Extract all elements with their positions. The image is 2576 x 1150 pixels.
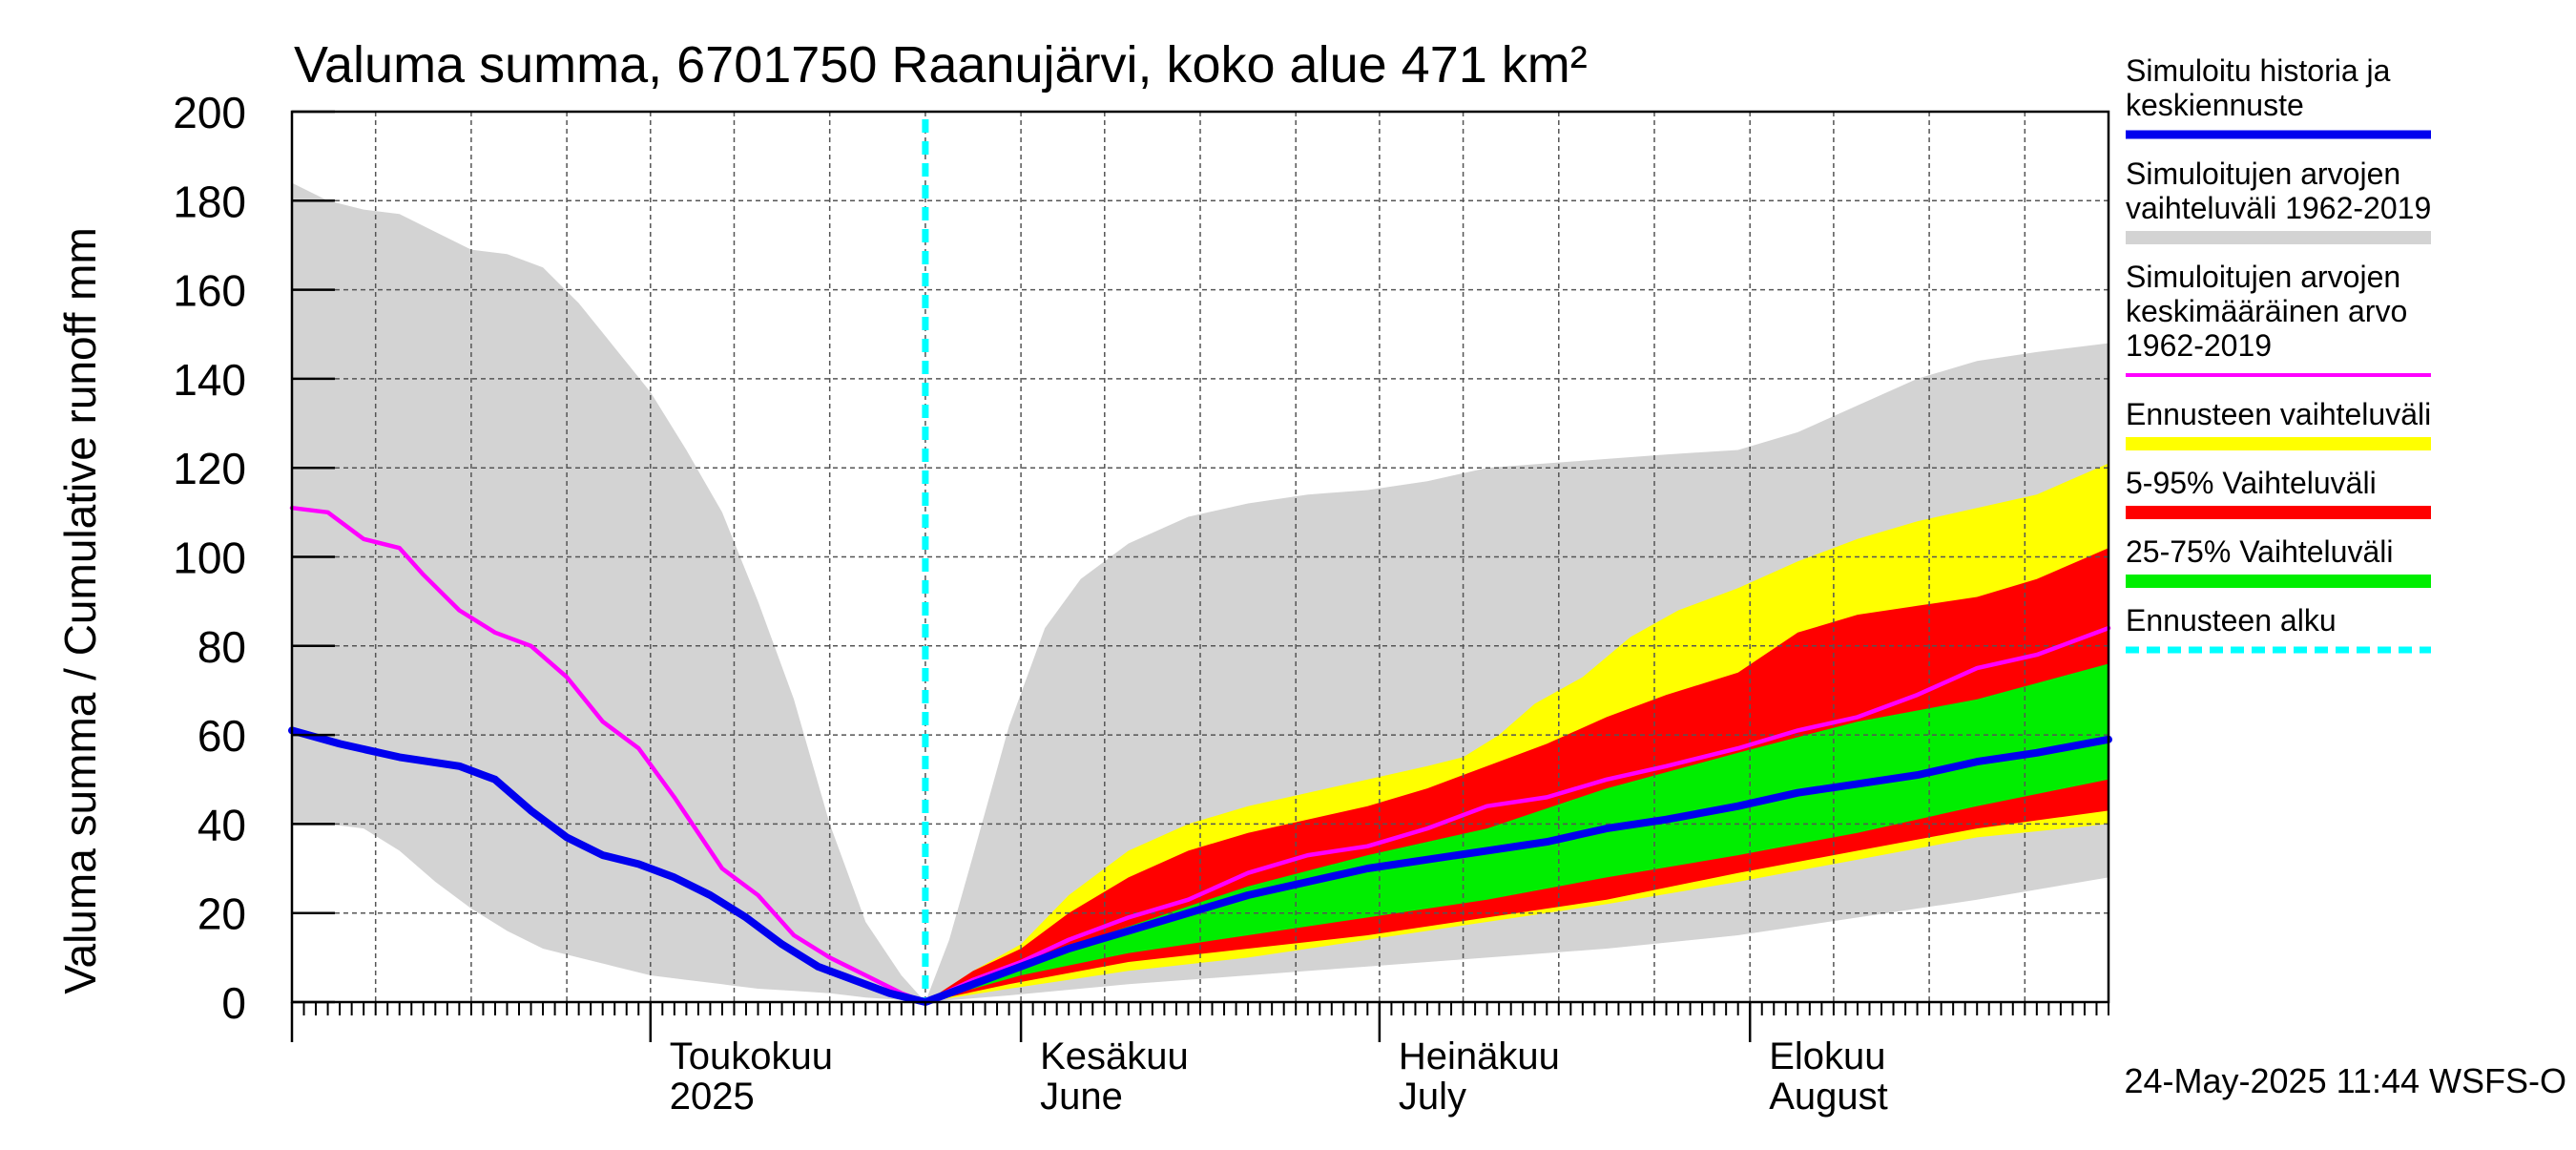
y-tick-label: 120 bbox=[173, 444, 246, 493]
y-tick-label: 60 bbox=[197, 711, 246, 761]
legend-label-6: Ennusteen alku bbox=[2126, 603, 2337, 638]
legend-label-2: 1962-2019 bbox=[2126, 328, 2272, 363]
series-layer bbox=[288, 119, 2112, 1006]
legend-label-1: Simuloitujen arvojen bbox=[2126, 157, 2400, 191]
x-month-sublabel: July bbox=[1399, 1076, 1466, 1118]
legend-label-2: keskimääräinen arvo bbox=[2126, 294, 2407, 328]
band-2 bbox=[924, 548, 2109, 1002]
band-3 bbox=[924, 663, 2109, 1002]
y-tick-label: 100 bbox=[173, 533, 246, 583]
y-tick-label: 20 bbox=[197, 889, 246, 939]
bands-layer bbox=[292, 182, 2109, 1003]
y-tick-label: 80 bbox=[197, 622, 246, 672]
chart-title: Valuma summa, 6701750 Raanujärvi, koko a… bbox=[294, 36, 1588, 94]
y-tick-label: 40 bbox=[197, 800, 246, 849]
x-month-sublabel: August bbox=[1769, 1076, 1888, 1118]
y-tick-label: 180 bbox=[173, 177, 246, 226]
legend-label-2: Simuloitujen arvojen bbox=[2126, 260, 2400, 294]
legend-label-0: Simuloitu historia ja bbox=[2126, 53, 2391, 88]
x-month-sublabel: 2025 bbox=[670, 1076, 755, 1118]
series-line-0 bbox=[289, 505, 2111, 1005]
x-month-sublabel: June bbox=[1040, 1076, 1123, 1118]
legend-label-3: Ennusteen vaihteluväli bbox=[2126, 397, 2431, 431]
y-tick-label: 160 bbox=[173, 266, 246, 316]
series-line-1 bbox=[288, 726, 2112, 1006]
y-tick-label: 200 bbox=[173, 88, 246, 137]
y-axis-label: Valuma summa / Cumulative runoff mm bbox=[55, 227, 105, 994]
x-month-label: Toukokuu bbox=[670, 1035, 833, 1077]
timestamp: 24-May-2025 11:44 WSFS-O bbox=[2124, 1061, 2566, 1100]
x-month-label: Kesäkuu bbox=[1040, 1035, 1189, 1077]
y-tick-label: 0 bbox=[221, 978, 246, 1028]
x-month-label: Heinäkuu bbox=[1399, 1035, 1560, 1077]
legend-label-0: keskiennuste bbox=[2126, 88, 2304, 122]
legend-label-5: 25-75% Vaihteluväli bbox=[2126, 534, 2393, 569]
y-tick-label: 140 bbox=[173, 355, 246, 405]
legend-label-1: vaihteluväli 1962-2019 bbox=[2126, 191, 2431, 225]
x-month-label: Elokuu bbox=[1769, 1035, 1885, 1077]
legend-label-4: 5-95% Vaihteluväli bbox=[2126, 466, 2377, 500]
